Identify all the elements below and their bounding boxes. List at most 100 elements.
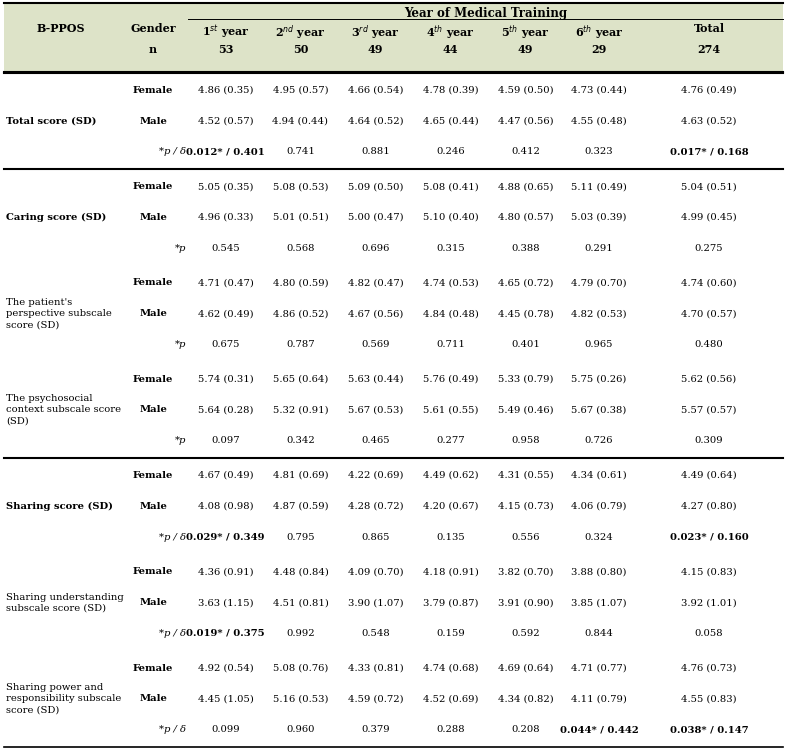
Text: 0.545: 0.545	[211, 244, 240, 253]
Text: 5.08 (0.76): 5.08 (0.76)	[273, 664, 328, 673]
Text: Female: Female	[133, 182, 173, 191]
Text: Caring score (SD): Caring score (SD)	[6, 213, 106, 222]
Text: 4.06 (0.79): 4.06 (0.79)	[571, 502, 626, 511]
Text: 4.82 (0.47): 4.82 (0.47)	[348, 279, 404, 288]
Text: 4.81 (0.69): 4.81 (0.69)	[272, 471, 328, 480]
Text: 4.74 (0.53): 4.74 (0.53)	[423, 279, 478, 288]
Text: 0.568: 0.568	[286, 244, 315, 253]
Text: 4.31 (0.55): 4.31 (0.55)	[497, 471, 553, 480]
Text: 5.11 (0.49): 5.11 (0.49)	[571, 182, 627, 191]
Text: 3.88 (0.80): 3.88 (0.80)	[571, 567, 626, 576]
Text: 4.70 (0.57): 4.70 (0.57)	[682, 309, 737, 318]
Text: 0.480: 0.480	[695, 340, 723, 349]
Text: 0.787: 0.787	[286, 340, 315, 349]
Text: 5.00 (0.47): 5.00 (0.47)	[348, 213, 403, 222]
Text: Male: Male	[139, 598, 167, 607]
Text: 4.88 (0.65): 4.88 (0.65)	[497, 182, 553, 191]
Text: 5$^{th}$ year: 5$^{th}$ year	[501, 23, 550, 41]
Text: 3.79 (0.87): 3.79 (0.87)	[423, 598, 478, 607]
Text: 0.592: 0.592	[512, 629, 540, 638]
Text: 4.34 (0.61): 4.34 (0.61)	[571, 471, 627, 480]
Text: 4.36 (0.91): 4.36 (0.91)	[198, 567, 253, 576]
Text: *p: *p	[175, 436, 186, 445]
Text: 5.01 (0.51): 5.01 (0.51)	[272, 213, 328, 222]
Text: 4$^{th}$ year: 4$^{th}$ year	[426, 23, 475, 41]
Text: 3.63 (1.15): 3.63 (1.15)	[198, 598, 253, 607]
Text: *p: *p	[175, 340, 186, 349]
Text: 0.958: 0.958	[512, 436, 540, 445]
Text: Sharing understanding: Sharing understanding	[6, 593, 124, 602]
Text: *p / δ: *p / δ	[159, 725, 186, 734]
Text: 0.097: 0.097	[211, 436, 240, 445]
Text: Female: Female	[133, 567, 173, 576]
Text: The patient's: The patient's	[6, 298, 72, 307]
Text: Female: Female	[133, 471, 173, 480]
Text: 4.49 (0.64): 4.49 (0.64)	[681, 471, 737, 480]
Text: n: n	[149, 44, 157, 55]
Text: 0.726: 0.726	[585, 436, 613, 445]
Text: 4.94 (0.44): 4.94 (0.44)	[272, 116, 328, 125]
Text: *p / δ: *p / δ	[159, 532, 186, 541]
Text: 4.65 (0.72): 4.65 (0.72)	[497, 279, 553, 288]
Text: 4.76 (0.73): 4.76 (0.73)	[682, 664, 737, 673]
Text: 44: 44	[443, 44, 458, 55]
Text: 3$^{rd}$ year: 3$^{rd}$ year	[351, 23, 400, 41]
Text: 3.85 (1.07): 3.85 (1.07)	[571, 598, 626, 607]
Text: 0.324: 0.324	[585, 532, 613, 541]
Text: *p / δ: *p / δ	[159, 629, 186, 638]
Text: score (SD): score (SD)	[6, 320, 59, 329]
Text: 5.67 (0.53): 5.67 (0.53)	[348, 406, 403, 415]
Text: 4.49 (0.62): 4.49 (0.62)	[423, 471, 478, 480]
Text: (SD): (SD)	[6, 417, 29, 426]
Text: 4.71 (0.77): 4.71 (0.77)	[571, 664, 627, 673]
Text: 0.315: 0.315	[436, 244, 465, 253]
Text: B-PPOS: B-PPOS	[37, 23, 85, 34]
Text: 4.86 (0.35): 4.86 (0.35)	[198, 86, 253, 95]
Text: Total score (SD): Total score (SD)	[6, 116, 97, 125]
Text: 5.09 (0.50): 5.09 (0.50)	[348, 182, 403, 191]
Text: 4.74 (0.60): 4.74 (0.60)	[682, 279, 737, 288]
Text: Sharing score (SD): Sharing score (SD)	[6, 502, 113, 511]
Text: *p / δ: *p / δ	[159, 147, 186, 156]
Text: 3.90 (1.07): 3.90 (1.07)	[348, 598, 403, 607]
Text: 49: 49	[368, 44, 383, 55]
Text: 4.47 (0.56): 4.47 (0.56)	[497, 116, 553, 125]
Text: 5.08 (0.53): 5.08 (0.53)	[273, 182, 328, 191]
Text: Total: Total	[693, 23, 725, 34]
Text: 4.15 (0.83): 4.15 (0.83)	[681, 567, 737, 576]
Text: 5.04 (0.51): 5.04 (0.51)	[681, 182, 737, 191]
Text: subscale score (SD): subscale score (SD)	[6, 604, 106, 613]
Text: 49: 49	[518, 44, 534, 55]
Text: 4.95 (0.57): 4.95 (0.57)	[272, 86, 328, 95]
Text: 4.73 (0.44): 4.73 (0.44)	[571, 86, 627, 95]
Text: Male: Male	[139, 213, 167, 222]
Text: 4.28 (0.72): 4.28 (0.72)	[348, 502, 403, 511]
Text: 0.159: 0.159	[436, 629, 465, 638]
Text: 4.18 (0.91): 4.18 (0.91)	[423, 567, 478, 576]
Text: 4.92 (0.54): 4.92 (0.54)	[198, 664, 253, 673]
Text: 4.87 (0.59): 4.87 (0.59)	[272, 502, 328, 511]
Text: 4.55 (0.48): 4.55 (0.48)	[571, 116, 627, 125]
Text: 5.10 (0.40): 5.10 (0.40)	[423, 213, 478, 222]
Text: Female: Female	[133, 375, 173, 384]
Text: 4.86 (0.52): 4.86 (0.52)	[273, 309, 328, 318]
Text: Female: Female	[133, 86, 173, 95]
Text: 4.76 (0.49): 4.76 (0.49)	[682, 86, 737, 95]
Text: 0.675: 0.675	[211, 340, 240, 349]
Text: 3.91 (0.90): 3.91 (0.90)	[497, 598, 553, 607]
Text: 29: 29	[591, 44, 607, 55]
Text: 0.099: 0.099	[211, 725, 240, 734]
Text: 4.20 (0.67): 4.20 (0.67)	[423, 502, 478, 511]
Text: 4.82 (0.53): 4.82 (0.53)	[571, 309, 626, 318]
Text: 4.52 (0.57): 4.52 (0.57)	[198, 116, 253, 125]
Text: 4.59 (0.50): 4.59 (0.50)	[497, 86, 553, 95]
Text: 0.696: 0.696	[361, 244, 390, 253]
Text: Year of Medical Training: Year of Medical Training	[404, 7, 567, 20]
Text: 4.78 (0.39): 4.78 (0.39)	[423, 86, 478, 95]
Text: 4.09 (0.70): 4.09 (0.70)	[348, 567, 403, 576]
Text: 4.62 (0.49): 4.62 (0.49)	[198, 309, 253, 318]
Text: 4.74 (0.68): 4.74 (0.68)	[423, 664, 478, 673]
Text: 4.45 (1.05): 4.45 (1.05)	[198, 695, 253, 704]
Text: 5.05 (0.35): 5.05 (0.35)	[198, 182, 253, 191]
Text: 4.67 (0.56): 4.67 (0.56)	[348, 309, 403, 318]
